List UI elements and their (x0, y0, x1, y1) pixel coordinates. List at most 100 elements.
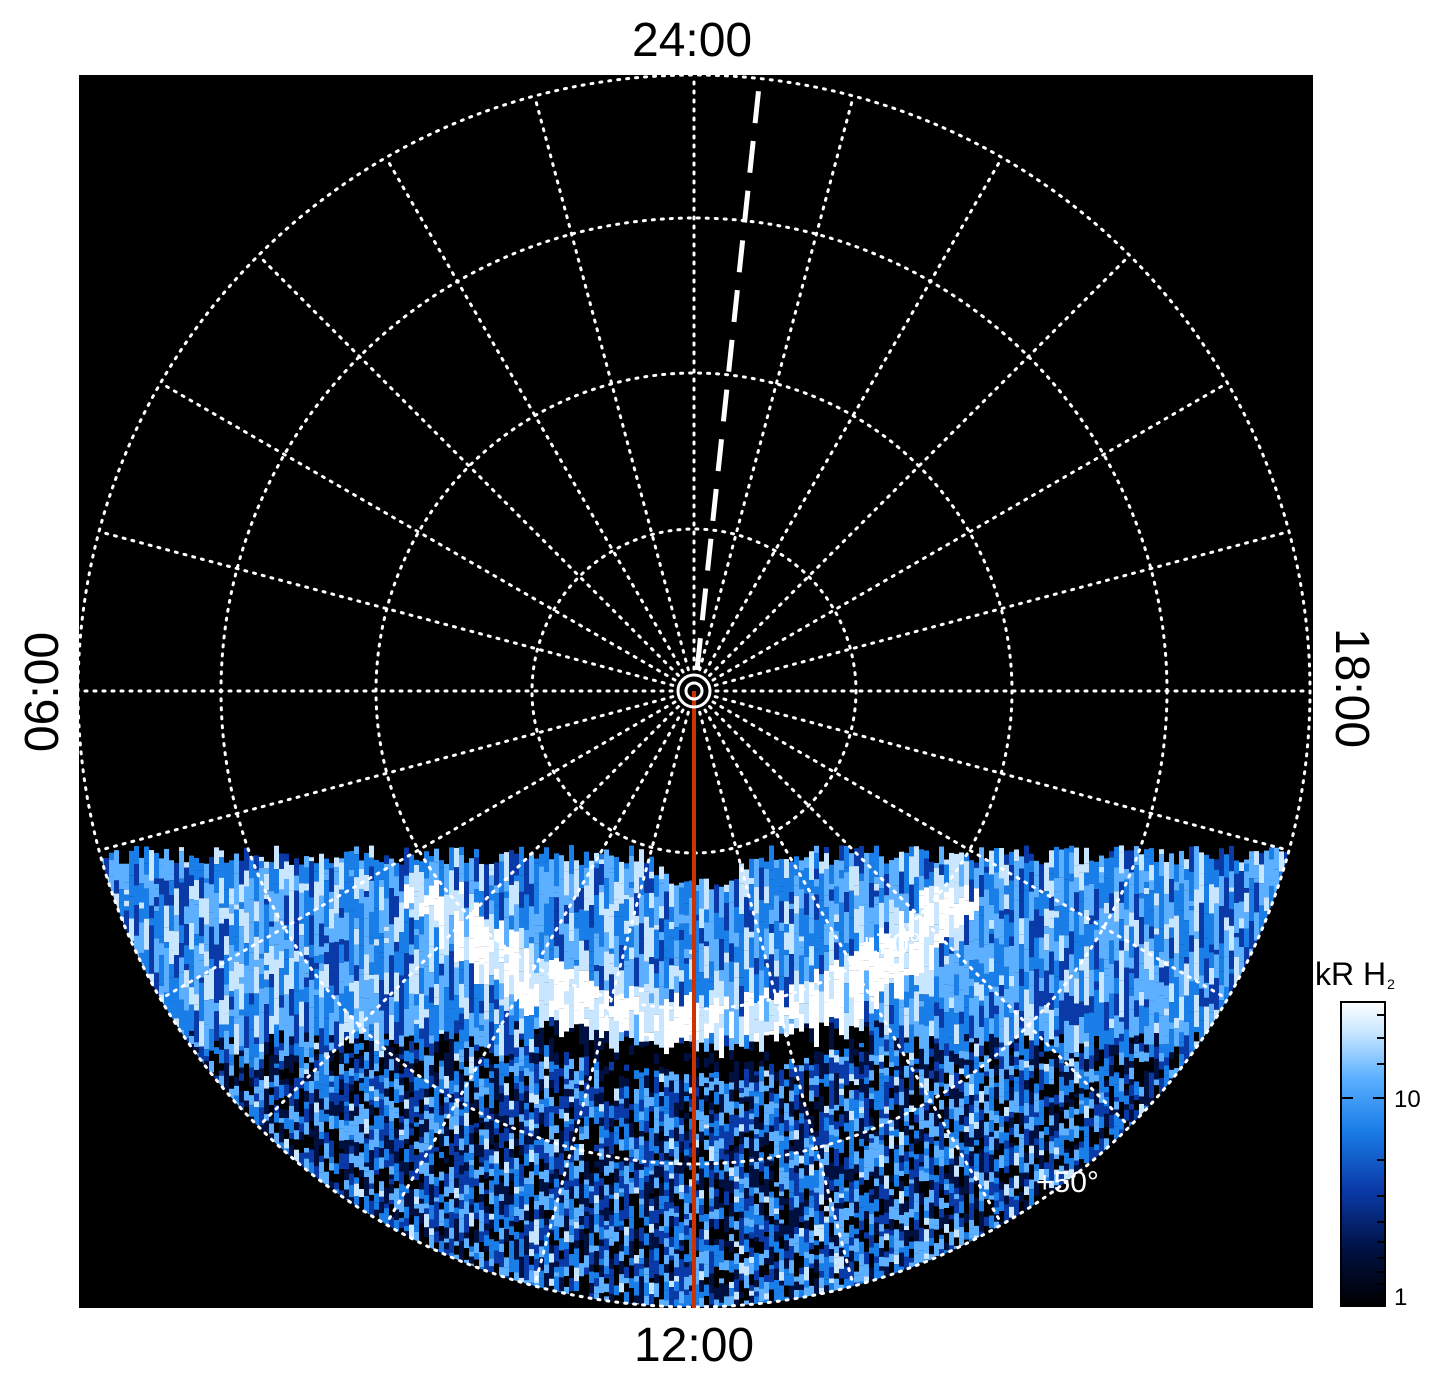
emission-cell (514, 867, 519, 876)
emission-cell (609, 1226, 614, 1238)
emission-cell (679, 1141, 684, 1153)
emission-cell (679, 1091, 684, 1102)
emission-cell (559, 1202, 564, 1216)
emission-cell (494, 1113, 499, 1121)
emission-cell (409, 1144, 414, 1158)
emission-cell (489, 1204, 494, 1214)
emission-cell (684, 949, 689, 959)
emission-cell (329, 1061, 334, 1071)
emission-cell (579, 1172, 584, 1184)
emission-cell (589, 1271, 594, 1284)
emission-cell (629, 926, 634, 948)
emission-cell (519, 875, 524, 892)
emission-cell (449, 951, 454, 973)
emission-cell (479, 964, 484, 985)
emission-cell (629, 1228, 634, 1242)
emission-cell (234, 936, 239, 952)
emission-cell (359, 1197, 364, 1211)
emission-cell (689, 1157, 694, 1165)
emission-cell (229, 1060, 234, 1066)
emission-cell (589, 965, 594, 972)
emission-cell (444, 1201, 449, 1214)
emission-cell (249, 856, 254, 879)
emission-cell (289, 957, 294, 990)
emission-cell (359, 1188, 364, 1198)
emission-cell (194, 980, 199, 995)
emission-cell (279, 919, 284, 952)
emission-cell (284, 1138, 289, 1149)
emission-cell (304, 1057, 309, 1064)
emission-cell (454, 1193, 459, 1199)
emission-cell (459, 847, 464, 855)
emission-cell (669, 1149, 674, 1157)
emission-cell (499, 962, 504, 984)
emission-cell (339, 1140, 344, 1149)
emission-cell (549, 871, 554, 898)
emission-cell (534, 1175, 539, 1184)
emission-cell (204, 974, 209, 1001)
emission-cell (439, 1105, 444, 1110)
emission-cell (219, 907, 224, 919)
emission-cell (449, 1116, 454, 1130)
emission-cell (154, 911, 159, 939)
emission-cell (659, 940, 664, 962)
emission-cell (324, 1018, 329, 1030)
emission-cell (239, 908, 244, 927)
emission-cell (659, 1231, 664, 1245)
emission-cell (674, 1159, 679, 1166)
emission-cell (269, 974, 274, 988)
emission-cell (479, 958, 484, 965)
emission-cell (319, 1054, 324, 1063)
emission-cell (549, 959, 554, 980)
emission-cell (409, 1179, 414, 1190)
emission-cell (359, 997, 364, 1012)
emission-cell (674, 976, 679, 993)
emission-cell (509, 1220, 514, 1227)
emission-cell (324, 1121, 329, 1133)
emission-cell (289, 1044, 294, 1049)
emission-cell (259, 856, 264, 862)
emission-cell (554, 1069, 559, 1081)
emission-cell (614, 1106, 619, 1112)
emission-cell (629, 1241, 634, 1251)
emission-cell (244, 870, 249, 887)
emission-cell (324, 1057, 329, 1063)
emission-cell (229, 904, 234, 914)
emission-cell (454, 1084, 459, 1093)
emission-cell (664, 1153, 669, 1161)
emission-cell (409, 1004, 414, 1036)
emission-cell (559, 1266, 564, 1278)
emission-cell (659, 1131, 664, 1141)
emission-cell (304, 1090, 309, 1102)
emission-cell (369, 1139, 374, 1151)
emission-cell (459, 1200, 464, 1209)
emission-cell (489, 1144, 494, 1150)
emission-cell (299, 1105, 304, 1117)
emission-cell (649, 993, 654, 1004)
emission-cell (579, 916, 584, 941)
emission-cell (279, 1118, 284, 1123)
emission-cell (624, 1118, 629, 1124)
emission-cell (494, 1076, 499, 1083)
emission-cell (219, 931, 224, 961)
emission-cell (189, 1004, 194, 1031)
emission-cell (554, 1240, 559, 1246)
emission-cell (499, 983, 504, 1000)
emission-cell (669, 1298, 674, 1307)
emission-cell (509, 1149, 514, 1158)
emission-cell (534, 1063, 539, 1071)
emission-cell (314, 1102, 319, 1113)
emission-cell (499, 1169, 504, 1176)
emission-cell (379, 957, 384, 981)
emission-cell (499, 1219, 504, 1228)
emission-cell (514, 1259, 519, 1273)
emission-cell (459, 1029, 464, 1043)
emission-cell (594, 1077, 599, 1089)
emission-cell (319, 1139, 324, 1146)
emission-cell (404, 1193, 409, 1207)
emission-cell (579, 1070, 584, 1081)
emission-cell (669, 1173, 674, 1179)
emission-cell (589, 1186, 594, 1192)
emission-cell (574, 960, 579, 966)
emission-cell (589, 1283, 594, 1294)
